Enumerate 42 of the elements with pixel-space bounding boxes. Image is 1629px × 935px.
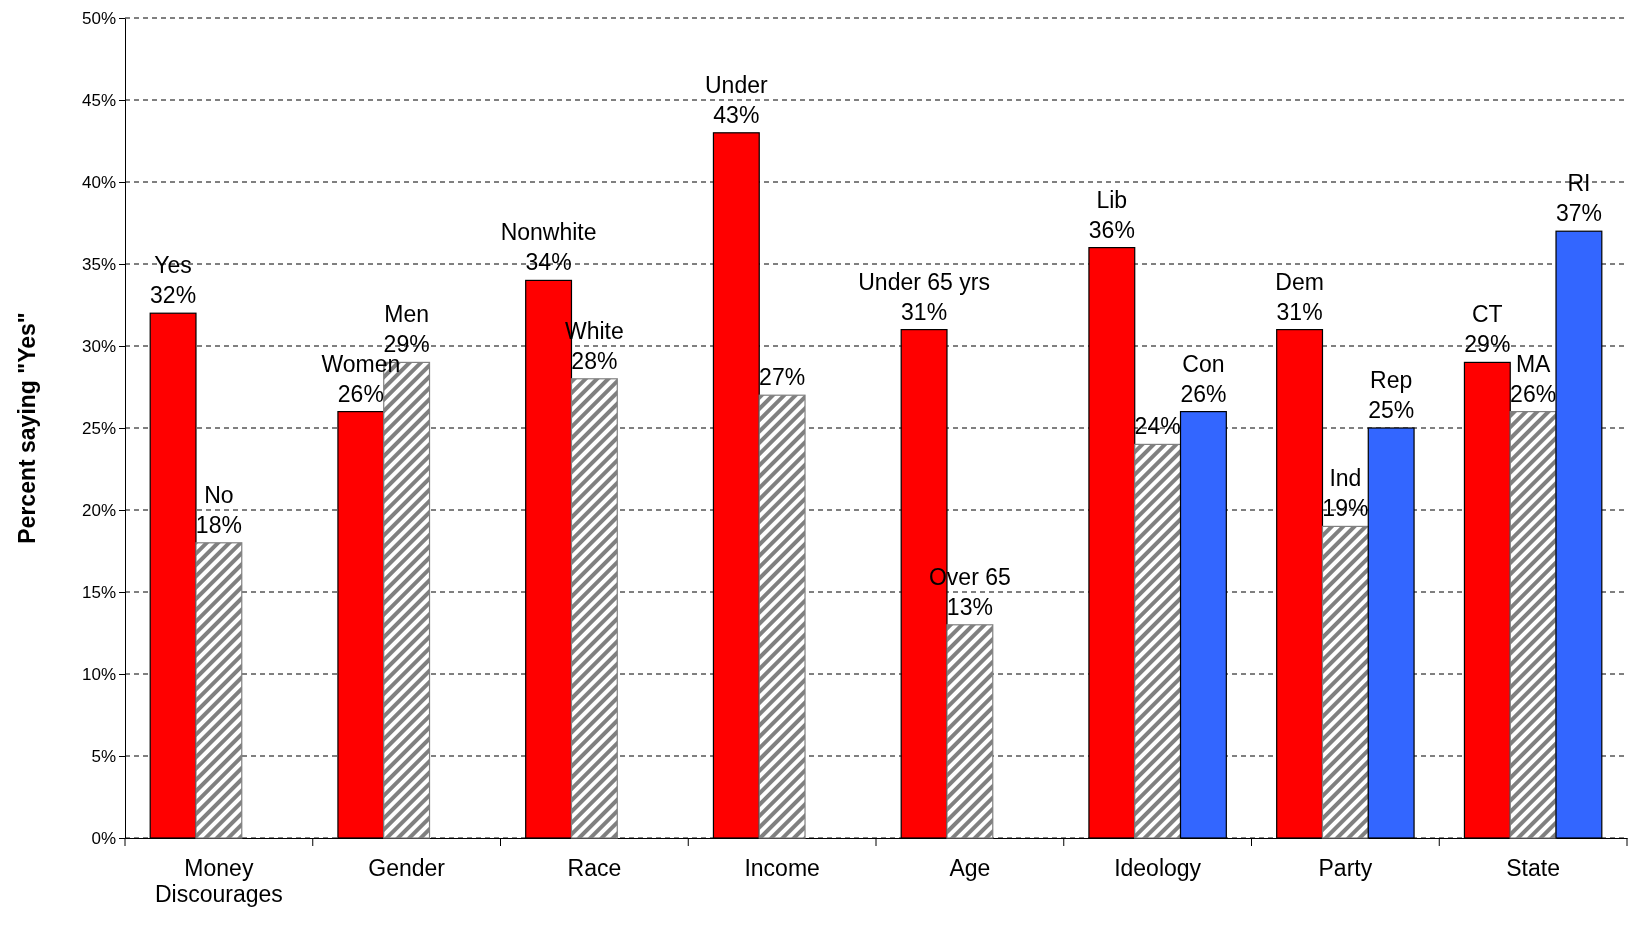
bar [570,378,618,839]
data-label: 24% [1134,413,1181,440]
x-tick-label: Gender [368,854,446,881]
data-label: Under 43% [705,71,768,128]
data-label: Yes 32% [150,252,197,309]
data-label: Lib 36% [1088,186,1135,243]
bar [758,394,806,839]
y-tick-label: 20% [81,500,116,520]
x-tick-label: Ideology [1114,854,1202,881]
y-tick-label: 5% [91,746,116,766]
bar [1134,443,1182,839]
data-label: No 18% [195,481,242,538]
y-tick-label: 50% [81,8,116,28]
data-label: Con 26% [1180,350,1227,407]
x-tick-label: State [1506,854,1560,881]
x-tick-label: Money Discourages [154,854,283,907]
x-tick-label: Party [1318,854,1373,881]
bar [195,542,243,839]
x-tick-label: Income [744,854,820,881]
y-tick-label: 35% [81,254,116,274]
y-tick-label: 15% [81,582,116,602]
data-label: Rep 25% [1368,367,1415,423]
x-tick-label: Race [567,854,622,881]
data-label: 27% [759,364,806,391]
y-tick-label: 40% [81,172,116,192]
bar [1321,525,1369,839]
y-tick-label: 10% [81,664,116,684]
y-tick-label: 45% [81,90,116,110]
data-label: Under 65 yrs 31% [858,268,990,325]
data-label: Men 29% [383,301,430,358]
data-label: RI 37% [1555,170,1602,227]
data-label: Nonwhite 34% [500,219,597,276]
y-tick-label: 0% [91,828,116,848]
bar [946,624,994,839]
x-tick-label: Age [949,854,991,881]
data-label: Dem 31% [1275,268,1324,325]
bar [1509,411,1557,839]
data-label: CT 29% [1464,301,1511,358]
y-axis-title: Percent saying "Yes" [14,312,40,544]
y-tick-label: 30% [81,336,116,356]
data-label: Ind 19% [1322,465,1369,522]
y-tick-label: 25% [81,418,116,438]
